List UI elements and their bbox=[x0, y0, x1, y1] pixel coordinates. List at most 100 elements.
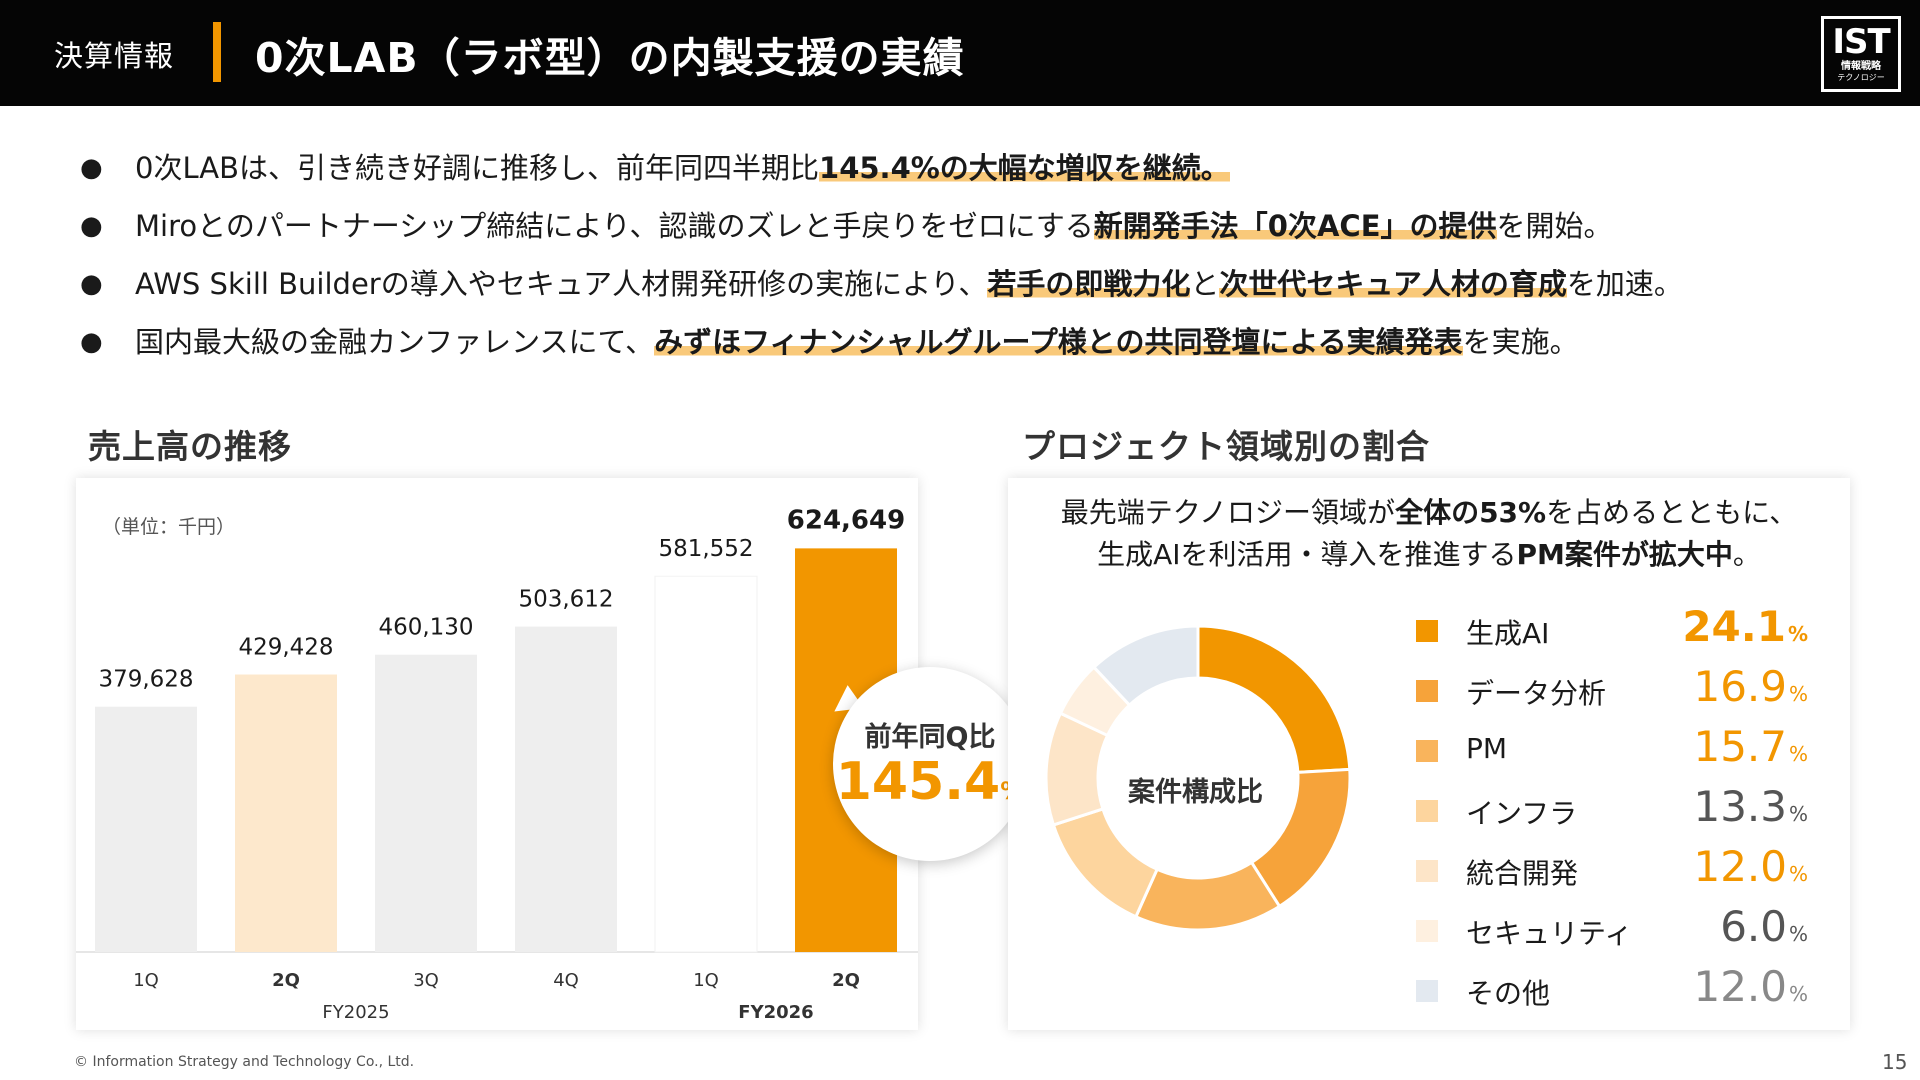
legend-value-unit: % bbox=[1788, 682, 1808, 706]
bar bbox=[375, 654, 477, 952]
logo-main-text: IST bbox=[1832, 22, 1890, 62]
bullet-item: ● AWS Skill Builderの導入やセキュア人材開発研修の実施により、… bbox=[80, 264, 1880, 322]
legend-value: 12.0% bbox=[1693, 842, 1808, 891]
legend-item: データ分析 16.9% bbox=[1416, 656, 1816, 716]
x-tick-label: 3Q bbox=[413, 970, 439, 991]
donut-center-label: 案件構成比 bbox=[1128, 777, 1263, 808]
chart-unit-label: （単位：千円） bbox=[102, 516, 236, 538]
bullet-item: ● Miroとのパートナーシップ締結により、認識のズレと手戻りをゼロにする新開発… bbox=[80, 206, 1880, 264]
legend-value-number: 24.1 bbox=[1682, 602, 1786, 651]
revenue-bar-chart: 379,628 1Q 429,428 2Q 460,130 3Q 503,612 4Q 581,… bbox=[76, 505, 918, 1023]
project-donut-chart bbox=[1044, 624, 1352, 932]
bullet-text-plain: と bbox=[1190, 267, 1220, 301]
bullet-dot-icon: ● bbox=[80, 153, 103, 183]
legend-label: インフラ bbox=[1466, 797, 1578, 830]
yoy-growth-bubble: 前年同Q比 145.4% bbox=[833, 667, 1027, 861]
bullet-text: AWS Skill Builderの導入やセキュア人材開発研修の実施により、若手… bbox=[135, 264, 1683, 304]
legend-swatch bbox=[1416, 620, 1438, 642]
project-share-panel: 最先端テクノロジー領域が全体の53%を占めるとともに、 生成AIを利活用・導入を… bbox=[1008, 478, 1850, 1030]
x-tick-label: 2Q bbox=[832, 970, 860, 991]
section-label: 決算情報 bbox=[54, 39, 175, 73]
legend-value-number: 15.7 bbox=[1693, 722, 1787, 771]
bullet-text: Miroとのパートナーシップ締結により、認識のズレと手戻りをゼロにする新開発手法… bbox=[135, 206, 1613, 246]
donut-slice bbox=[1196, 624, 1352, 774]
x-tick-label: 1Q bbox=[133, 970, 159, 991]
donut-slice bbox=[1051, 807, 1160, 919]
summary-text-plain: 最先端テクノロジー領域が bbox=[1060, 496, 1396, 529]
bar-value-label: 429,428 bbox=[238, 635, 333, 661]
bullet-text-plain: Miroとのパートナーシップ締結により、認識のズレと手戻りをゼロにする bbox=[135, 209, 1094, 243]
bar bbox=[654, 575, 758, 953]
bullet-text: 国内最大級の金融カンファレンスにて、みずほフィナンシャルグループ様との共同登壇に… bbox=[135, 322, 1579, 362]
legend-value-number: 12.0 bbox=[1693, 842, 1787, 891]
bullet-text-highlight: みずほフィナンシャルグループ様との共同登壇による実績発表 bbox=[654, 325, 1463, 359]
bar-value-label: 624,649 bbox=[787, 505, 905, 535]
bar bbox=[235, 674, 337, 952]
legend-value-unit: % bbox=[1787, 622, 1808, 646]
legend-item: インフラ 13.3% bbox=[1416, 776, 1816, 836]
legend-value-unit: % bbox=[1788, 862, 1808, 886]
legend-label: セキュリティ bbox=[1466, 917, 1633, 950]
x-group-label: FY2026 bbox=[738, 1002, 813, 1023]
bullet-text-plain: を加速。 bbox=[1566, 267, 1683, 301]
bullet-text-plain: を開始。 bbox=[1496, 209, 1613, 243]
bar-value-label: 503,612 bbox=[518, 587, 613, 613]
x-tick-label: 4Q bbox=[553, 970, 579, 991]
yoy-value-number: 145.4 bbox=[835, 752, 1001, 812]
summary-text-bold: 全体の53% bbox=[1395, 496, 1547, 529]
bullet-text-plain: を実施。 bbox=[1462, 325, 1579, 359]
bullet-text-highlight: 新開発手法「0次ACE」の提供 bbox=[1093, 209, 1497, 243]
legend-value-unit: % bbox=[1788, 802, 1808, 826]
legend-value-number: 13.3 bbox=[1693, 782, 1787, 831]
legend-swatch bbox=[1416, 980, 1438, 1002]
bar-value-label: 379,628 bbox=[98, 667, 193, 693]
legend-label: 統合開発 bbox=[1466, 857, 1579, 890]
legend-swatch bbox=[1416, 920, 1438, 942]
bar bbox=[515, 626, 617, 952]
highlight-bullets: ● 0次LABは、引き続き好調に推移し、前年同四半期比145.4%の大幅な増収を… bbox=[80, 148, 1880, 380]
x-tick-label: 2Q bbox=[272, 970, 300, 991]
legend-item: その他 12.0% bbox=[1416, 956, 1816, 1016]
legend-value: 24.1% bbox=[1682, 602, 1808, 651]
legend-value-unit: % bbox=[1788, 922, 1808, 946]
legend-item: セキュリティ 6.0% bbox=[1416, 896, 1816, 956]
legend-value-number: 12.0 bbox=[1693, 962, 1787, 1011]
donut-slice bbox=[1091, 624, 1200, 708]
legend-value: 6.0% bbox=[1720, 902, 1808, 951]
bullet-item: ● 0次LABは、引き続き好調に推移し、前年同四半期比145.4%の大幅な増収を… bbox=[80, 148, 1880, 206]
legend-value-number: 6.0 bbox=[1720, 902, 1787, 951]
summary-text-plain: 生成AIを利活用・導入を推進する bbox=[1097, 538, 1517, 571]
bar-value-label: 460,130 bbox=[378, 615, 473, 641]
bullet-dot-icon: ● bbox=[80, 211, 103, 241]
page-number: 15 bbox=[1882, 1050, 1908, 1074]
legend-label: データ分析 bbox=[1466, 677, 1607, 710]
legend-value: 13.3% bbox=[1693, 782, 1808, 831]
bullet-dot-icon: ● bbox=[80, 269, 103, 299]
company-logo: IST 情報戦略 テクノロジー bbox=[1821, 16, 1901, 92]
summary-text-bold: PM案件が拡大中 bbox=[1516, 538, 1733, 571]
legend-value-unit: % bbox=[1788, 742, 1808, 766]
page-title: 0次LAB（ラボ型）の内製支援の実績 bbox=[255, 34, 965, 82]
legend-value: 15.7% bbox=[1693, 722, 1808, 771]
revenue-chart-panel: （単位：千円） 379,628 1Q 429,428 2Q 460,130 3Q 503,6… bbox=[76, 478, 918, 1030]
header-bar: 決算情報 0次LAB（ラボ型）の内製支援の実績 IST 情報戦略 テクノロジー bbox=[0, 0, 1920, 106]
legend-item: 統合開発 12.0% bbox=[1416, 836, 1816, 896]
yoy-value: 145.4% bbox=[833, 754, 1027, 819]
bar-value-label: 581,552 bbox=[658, 536, 753, 562]
bullet-dot-icon: ● bbox=[80, 327, 103, 357]
pie-summary-text: 最先端テクノロジー領域が全体の53%を占めるとともに、 生成AIを利活用・導入を… bbox=[1008, 492, 1850, 576]
bullet-text-highlight: 次世代セキュア人材の育成 bbox=[1219, 267, 1567, 301]
legend-label: PM bbox=[1466, 732, 1508, 765]
legend-swatch bbox=[1416, 860, 1438, 882]
bullet-text-plain: AWS Skill Builderの導入やセキュア人材開発研修の実施により、 bbox=[135, 267, 988, 301]
legend-label: その他 bbox=[1466, 977, 1551, 1010]
legend-value: 12.0% bbox=[1693, 962, 1808, 1011]
legend-value-number: 16.9 bbox=[1693, 662, 1787, 711]
bullet-item: ● 国内最大級の金融カンファレンスにて、みずほフィナンシャルグループ様との共同登… bbox=[80, 322, 1880, 380]
legend-swatch bbox=[1416, 740, 1438, 762]
bullet-text-highlight: 145.4%の大幅な増収を継続。 bbox=[819, 151, 1230, 185]
legend-value: 16.9% bbox=[1693, 662, 1808, 711]
legend-label: 生成AI bbox=[1466, 617, 1550, 650]
legend-value-unit: % bbox=[1788, 982, 1808, 1006]
bar-section-title: 売上高の推移 bbox=[88, 427, 292, 466]
